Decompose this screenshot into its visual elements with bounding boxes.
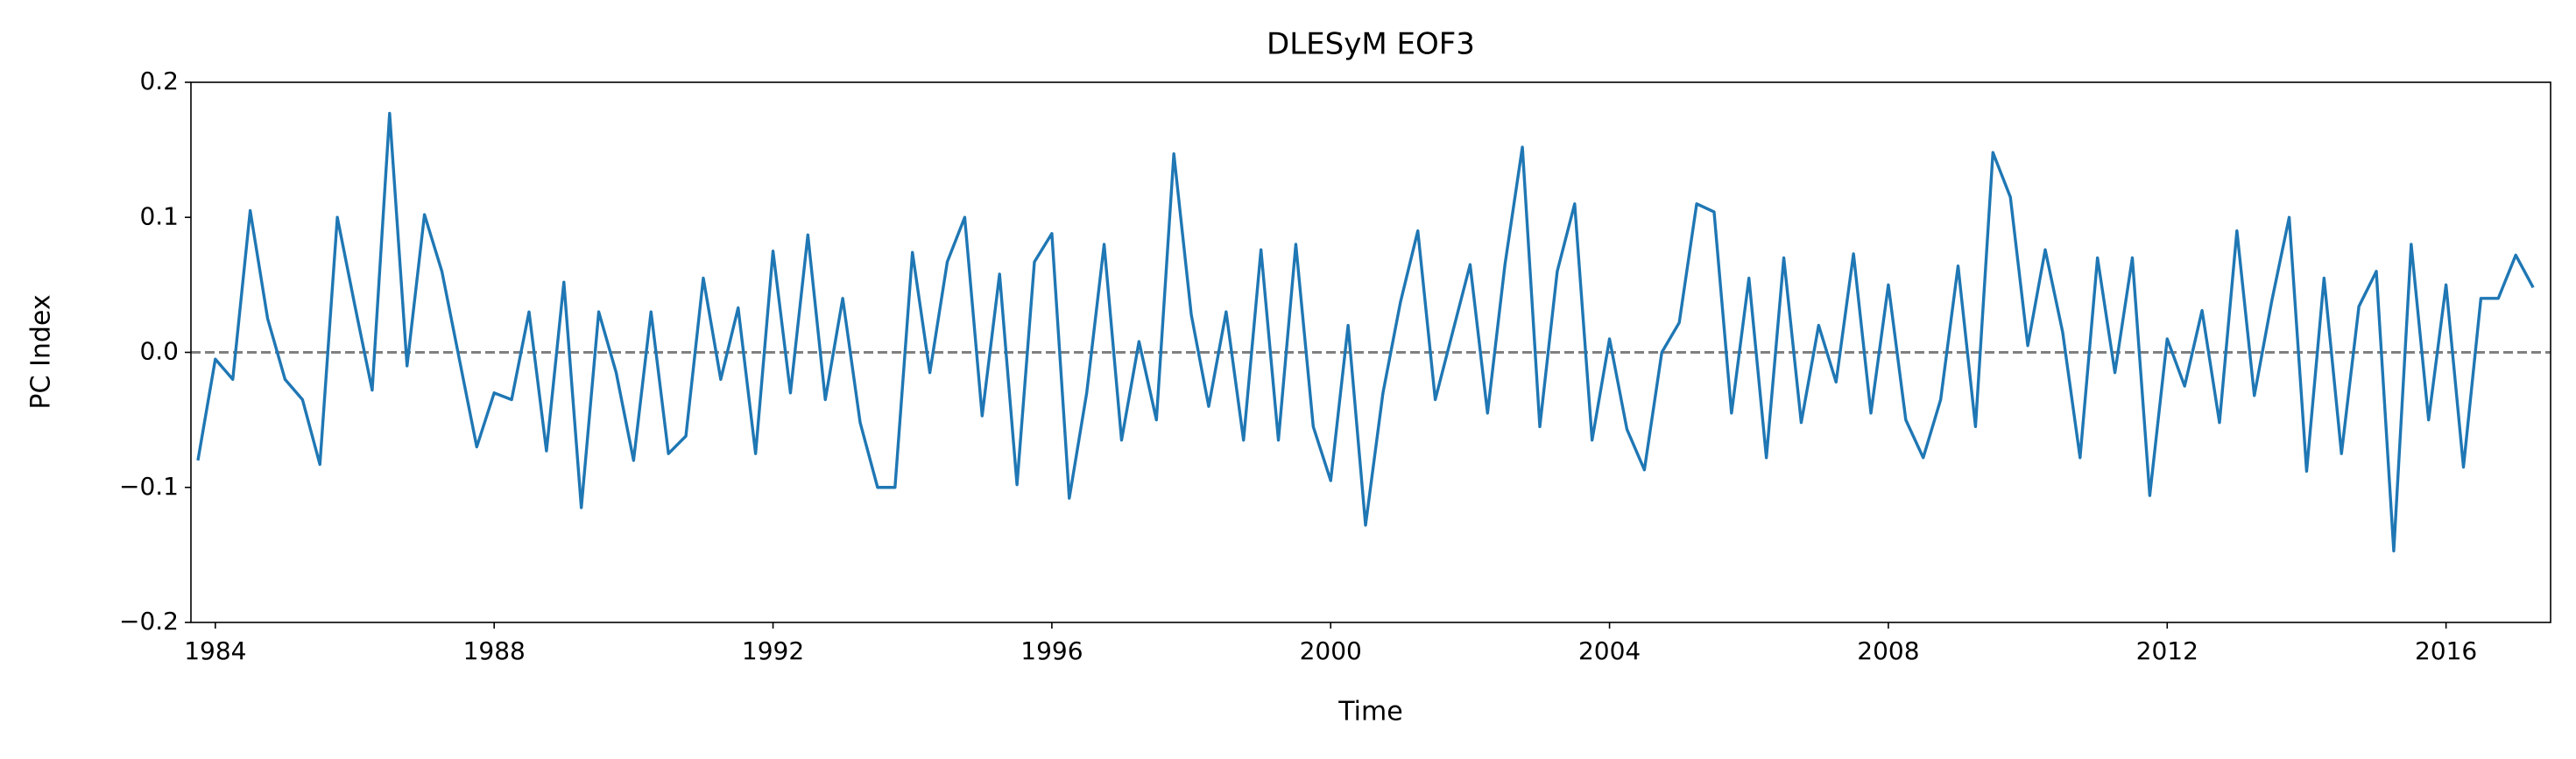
y-tick-label: 0.2 (139, 67, 179, 95)
y-axis-label: PC Index (26, 294, 57, 409)
x-tick-label: 2008 (1857, 636, 1919, 665)
y-tick-label: 0.1 (139, 201, 179, 230)
y-tick-label: −0.1 (119, 472, 179, 501)
x-tick-label: 1996 (1020, 636, 1083, 665)
x-tick-label: 1984 (184, 636, 246, 665)
x-tick-label: 2012 (2136, 636, 2198, 665)
data-line (196, 111, 2535, 552)
x-tick-label: 2000 (1300, 636, 1362, 665)
y-tick-label: −0.2 (119, 607, 179, 636)
chart-title: DLESyM EOF3 (1267, 27, 1475, 62)
x-axis-label: Time (1337, 697, 1402, 727)
y-tick-label: 0.0 (139, 337, 179, 366)
x-tick-label: 1992 (742, 636, 804, 665)
x-tick-label: 1988 (463, 636, 526, 665)
x-tick-label: 2016 (2415, 636, 2477, 665)
axes-frame (190, 81, 2551, 623)
x-tick-label: 2004 (1578, 636, 1641, 665)
